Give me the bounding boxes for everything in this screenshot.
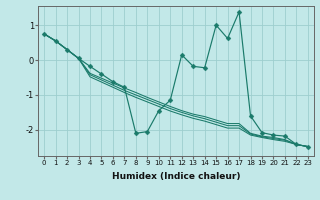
X-axis label: Humidex (Indice chaleur): Humidex (Indice chaleur) <box>112 172 240 181</box>
